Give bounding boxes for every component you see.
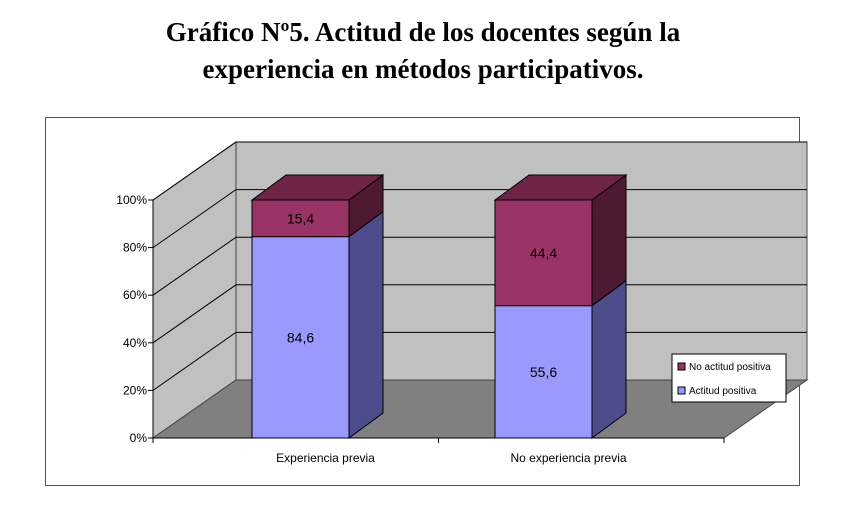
data-label: 44,4	[530, 245, 557, 261]
data-label: 84,6	[287, 329, 314, 345]
x-category-label: No experiencia previa	[510, 451, 626, 465]
y-tick-label: 0%	[130, 431, 148, 445]
legend-label: Actitud positiva	[689, 386, 757, 397]
y-tick-label: 80%	[123, 241, 147, 255]
legend-box	[671, 353, 787, 403]
x-category-label: Experiencia previa	[276, 451, 375, 465]
y-tick-label: 60%	[123, 288, 147, 302]
chart-title-line-2: experiencia en métodos participativos.	[202, 54, 644, 84]
bar-segment-top	[493, 174, 628, 201]
bar-segment-side	[591, 279, 627, 439]
bar-segment-top	[250, 174, 385, 201]
data-label: 15,4	[287, 210, 314, 226]
data-label: 55,6	[530, 364, 557, 380]
bar-segment-side	[348, 210, 384, 439]
gridline	[152, 141, 807, 201]
bar-segment-front	[251, 199, 350, 238]
chart-title-line-1: Gráfico Nº5. Actitud de los docentes seg…	[165, 17, 681, 47]
y-tick-label: 20%	[123, 383, 147, 397]
chart-title: Gráfico Nº5. Actitud de los docentes seg…	[0, 14, 846, 88]
bar-segment-front	[494, 305, 593, 439]
legend-swatch	[677, 386, 686, 395]
y-tick-label: 40%	[123, 336, 147, 350]
bar-segment-front	[494, 199, 593, 307]
legend-swatch	[677, 362, 686, 371]
legend-label: No actitud positiva	[689, 362, 771, 373]
y-tick-label: 100%	[116, 193, 147, 207]
